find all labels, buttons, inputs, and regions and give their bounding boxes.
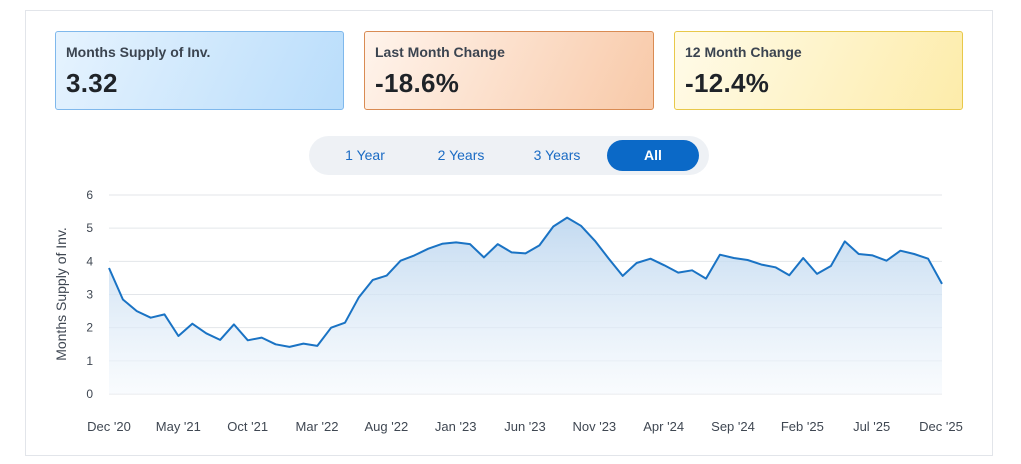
x-tick-label: Feb '25 <box>781 419 824 434</box>
y-axis-label: Months Supply of Inv. <box>53 227 69 361</box>
twelve-month-change-card: 12 Month Change -12.4% <box>674 31 963 110</box>
y-tick-label: 0 <box>86 387 93 401</box>
card-value: -12.4% <box>685 68 770 98</box>
x-tick-label: May '21 <box>156 419 201 434</box>
range-toggle: 1 Year 2 Years 3 Years All <box>309 136 709 175</box>
range-1-year-button[interactable]: 1 Year <box>345 147 385 163</box>
y-tick-label: 5 <box>86 221 93 235</box>
y-axis-ticks: 0 1 2 3 4 5 6 <box>86 188 93 401</box>
card-label: 12 Month Change <box>685 44 802 60</box>
y-tick-label: 3 <box>86 288 93 302</box>
x-tick-label: Sep '24 <box>711 419 755 434</box>
x-tick-label: Dec '25 <box>919 419 963 434</box>
x-tick-label: Mar '22 <box>296 419 339 434</box>
x-axis-ticks: Dec '20 May '21 Oct '21 Mar '22 Aug '22 Jan '… <box>87 419 963 434</box>
x-tick-label: Nov '23 <box>572 419 616 434</box>
card-label: Last Month Change <box>375 44 505 60</box>
series-line <box>108 216 943 348</box>
x-tick-label: Apr '24 <box>643 419 684 434</box>
x-tick-label: Jul '25 <box>853 419 890 434</box>
x-tick-label: Aug '22 <box>364 419 408 434</box>
y-tick-label: 2 <box>86 321 93 335</box>
last-month-change-card: Last Month Change -18.6% <box>364 31 654 110</box>
card-label: Months Supply of Inv. <box>66 44 211 60</box>
series-area <box>109 217 942 394</box>
card-value: 3.32 <box>66 68 118 98</box>
x-tick-label: Oct '21 <box>227 419 268 434</box>
range-3-years-button[interactable]: 3 Years <box>533 147 581 163</box>
y-tick-label: 1 <box>86 354 93 368</box>
range-2-years-button[interactable]: 2 Years <box>437 147 485 163</box>
x-tick-label: Dec '20 <box>87 419 131 434</box>
y-tick-label: 6 <box>86 188 93 202</box>
x-tick-label: Jun '23 <box>504 419 546 434</box>
y-tick-label: 4 <box>86 254 93 268</box>
months-supply-card: Months Supply of Inv. 3.32 <box>55 31 344 110</box>
x-tick-label: Jan '23 <box>435 419 477 434</box>
card-value: -18.6% <box>375 68 460 98</box>
range-all-button[interactable]: All <box>607 140 699 171</box>
